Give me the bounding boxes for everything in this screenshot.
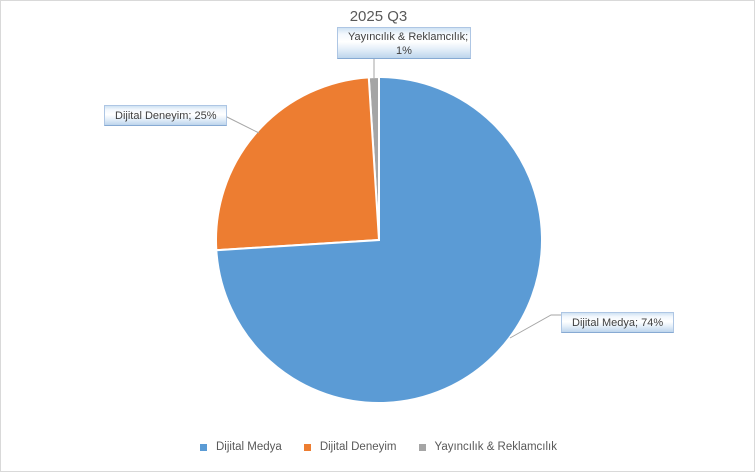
legend-label-deneyim: Dijital Deneyim [319,441,397,453]
legend-swatch-medya [199,443,207,451]
leader-line-medya [509,314,561,339]
data-label-yayincilik-value: 1% [396,45,412,57]
legend-swatch-deneyim [303,443,311,451]
pie-slice-1[interactable] [215,75,543,404]
legend-swatch-yayincilik [418,443,426,451]
data-label-deneyim[interactable]: Dijital Deneyim; 25% [104,105,228,126]
legend: Dijital Medya Dijital Deneyim Yayıncılık… [1,441,754,453]
legend-item-yayincilik[interactable]: Yayıncılık & Reklamcılık [418,441,558,453]
chart-title: 2025 Q3 [349,8,408,25]
legend-item-deneyim[interactable]: Dijital Deneyim [303,441,397,453]
legend-item-medya[interactable]: Dijital Medya [199,441,282,453]
legend-label-yayincilik: Yayıncılık & Reklamcılık [434,441,558,453]
data-label-yayincilik-text: Yayıncılık & Reklamcılık; [348,31,469,43]
pie-slice-2[interactable] [215,76,381,252]
data-label-yayincilik[interactable]: Yayıncılık & Reklamcılık; 1% [337,27,471,59]
legend-label-medya: Dijital Medya [215,441,282,453]
data-label-medya[interactable]: Dijital Medya; 74% [561,312,675,333]
